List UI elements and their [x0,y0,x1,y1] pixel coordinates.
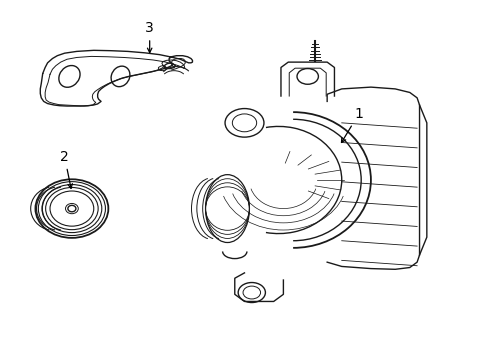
Text: 3: 3 [145,21,154,53]
Text: 1: 1 [341,107,363,143]
Text: 2: 2 [60,150,72,188]
